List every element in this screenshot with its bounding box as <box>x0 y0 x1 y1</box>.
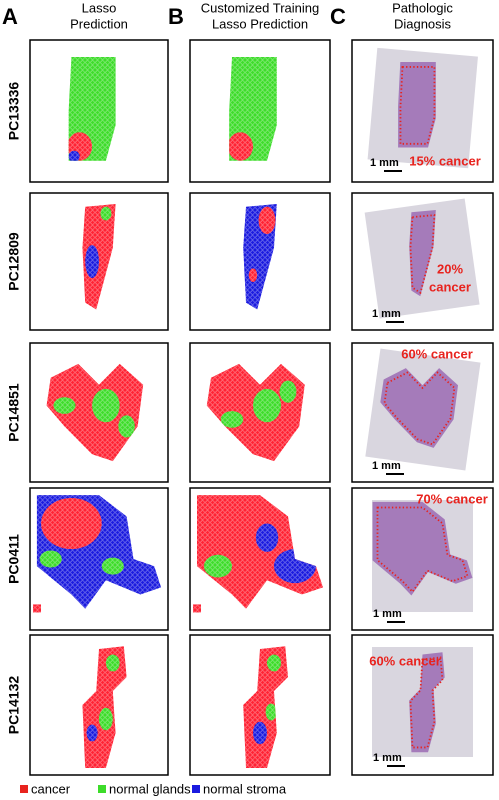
tissue-region <box>229 132 253 161</box>
tissue-regions <box>229 132 253 161</box>
legend-label: cancer <box>31 781 71 796</box>
row-label: PC0411 <box>6 534 22 584</box>
panel-title: Lasso <box>82 0 117 15</box>
row-label: PC13336 <box>6 82 22 141</box>
tissue-region <box>101 557 124 575</box>
panel-title: Pathologic <box>392 0 453 15</box>
tissue-regions <box>68 132 93 161</box>
panel-letter: A <box>2 4 18 29</box>
panel-box <box>189 487 331 631</box>
panel-box <box>351 192 494 331</box>
tissue-region <box>253 388 281 423</box>
panel-box <box>29 342 169 483</box>
tissue-regions <box>53 388 135 438</box>
tissue-map <box>197 495 323 609</box>
tissue-section <box>372 501 473 596</box>
tissue-region <box>118 415 135 438</box>
tissue-region <box>100 206 112 221</box>
tissue-region <box>204 554 232 578</box>
tissue-region <box>258 206 276 235</box>
panel-box <box>189 192 331 331</box>
legend-swatch <box>98 785 106 793</box>
row-label: PC14851 <box>6 383 22 442</box>
cancer-percentage: 70% cancer <box>416 491 488 506</box>
legend-label: normal glands <box>109 781 191 796</box>
tissue-region <box>41 497 102 550</box>
tissue-regions <box>248 206 276 283</box>
tissue-regions <box>220 380 297 428</box>
tissue-regions <box>85 206 112 278</box>
legend-label: normal stroma <box>203 781 287 796</box>
tissue-region <box>105 654 120 672</box>
tissue-regions <box>39 497 124 575</box>
scale-label: 1 mm <box>372 308 401 320</box>
panel-box <box>29 39 169 183</box>
panel-box <box>351 39 494 183</box>
tissue-region <box>68 150 80 161</box>
panel-box <box>29 634 169 776</box>
panel-title: Prediction <box>70 16 128 31</box>
legend-swatch <box>20 785 28 793</box>
panel-letter: B <box>168 4 184 29</box>
tissue-section <box>398 62 436 148</box>
tissue-section <box>409 652 445 753</box>
panel-box <box>351 342 494 483</box>
tissue-region <box>253 721 267 745</box>
row-label: PC14132 <box>6 676 22 735</box>
scale-label: 1 mm <box>373 608 402 620</box>
tissue-region <box>220 411 244 428</box>
cancer-outline <box>399 66 436 145</box>
panel-title: Customized Training <box>201 0 320 15</box>
tissue-region <box>92 388 120 423</box>
tissue-region <box>99 707 113 731</box>
panel-title: Diagnosis <box>394 16 452 31</box>
scale-label: 1 mm <box>373 752 402 764</box>
row-label: PC12809 <box>6 232 22 291</box>
spot <box>193 604 201 613</box>
panel-box <box>351 487 494 631</box>
cancer-percentage: 15% cancer <box>409 153 481 168</box>
tissue-region <box>39 550 62 568</box>
tissue-regions <box>86 654 120 742</box>
cancer-outline <box>376 506 469 594</box>
tissue-region <box>255 523 279 552</box>
tissue-region <box>265 703 277 721</box>
cancer-percentage: 20% <box>437 261 463 276</box>
tissue-region <box>86 724 98 742</box>
panel-box <box>189 634 331 776</box>
panel-box <box>189 39 331 183</box>
cancer-percentage: 60% cancer <box>369 653 441 668</box>
panel-box <box>29 487 169 631</box>
cancer-percentage: cancer <box>429 279 471 294</box>
tissue-map <box>243 646 288 768</box>
cancer-percentage: 60% cancer <box>401 346 473 361</box>
panel-box <box>29 192 169 331</box>
panel-title: Lasso Prediction <box>212 16 308 31</box>
tissue-map <box>82 203 116 310</box>
cancer-outline <box>409 656 444 749</box>
tissue-region <box>274 549 316 584</box>
tissue-section <box>409 209 436 297</box>
scale-label: 1 mm <box>370 157 399 169</box>
panel-box <box>189 342 331 483</box>
cancer-outline <box>383 371 456 446</box>
tissue-region <box>248 268 258 283</box>
panel-letter: C <box>330 4 346 29</box>
tissue-region <box>85 245 99 278</box>
tissue-region <box>279 380 297 403</box>
tissue-section <box>380 368 459 448</box>
legend-swatch <box>192 785 200 793</box>
panel-box <box>351 634 494 776</box>
tissue-region <box>267 654 281 672</box>
cancer-outline <box>409 214 436 295</box>
spot <box>33 604 41 613</box>
scale-label: 1 mm <box>372 460 401 472</box>
tissue-region <box>53 397 76 414</box>
tissue-regions <box>253 654 281 745</box>
tissue-map <box>82 646 127 768</box>
